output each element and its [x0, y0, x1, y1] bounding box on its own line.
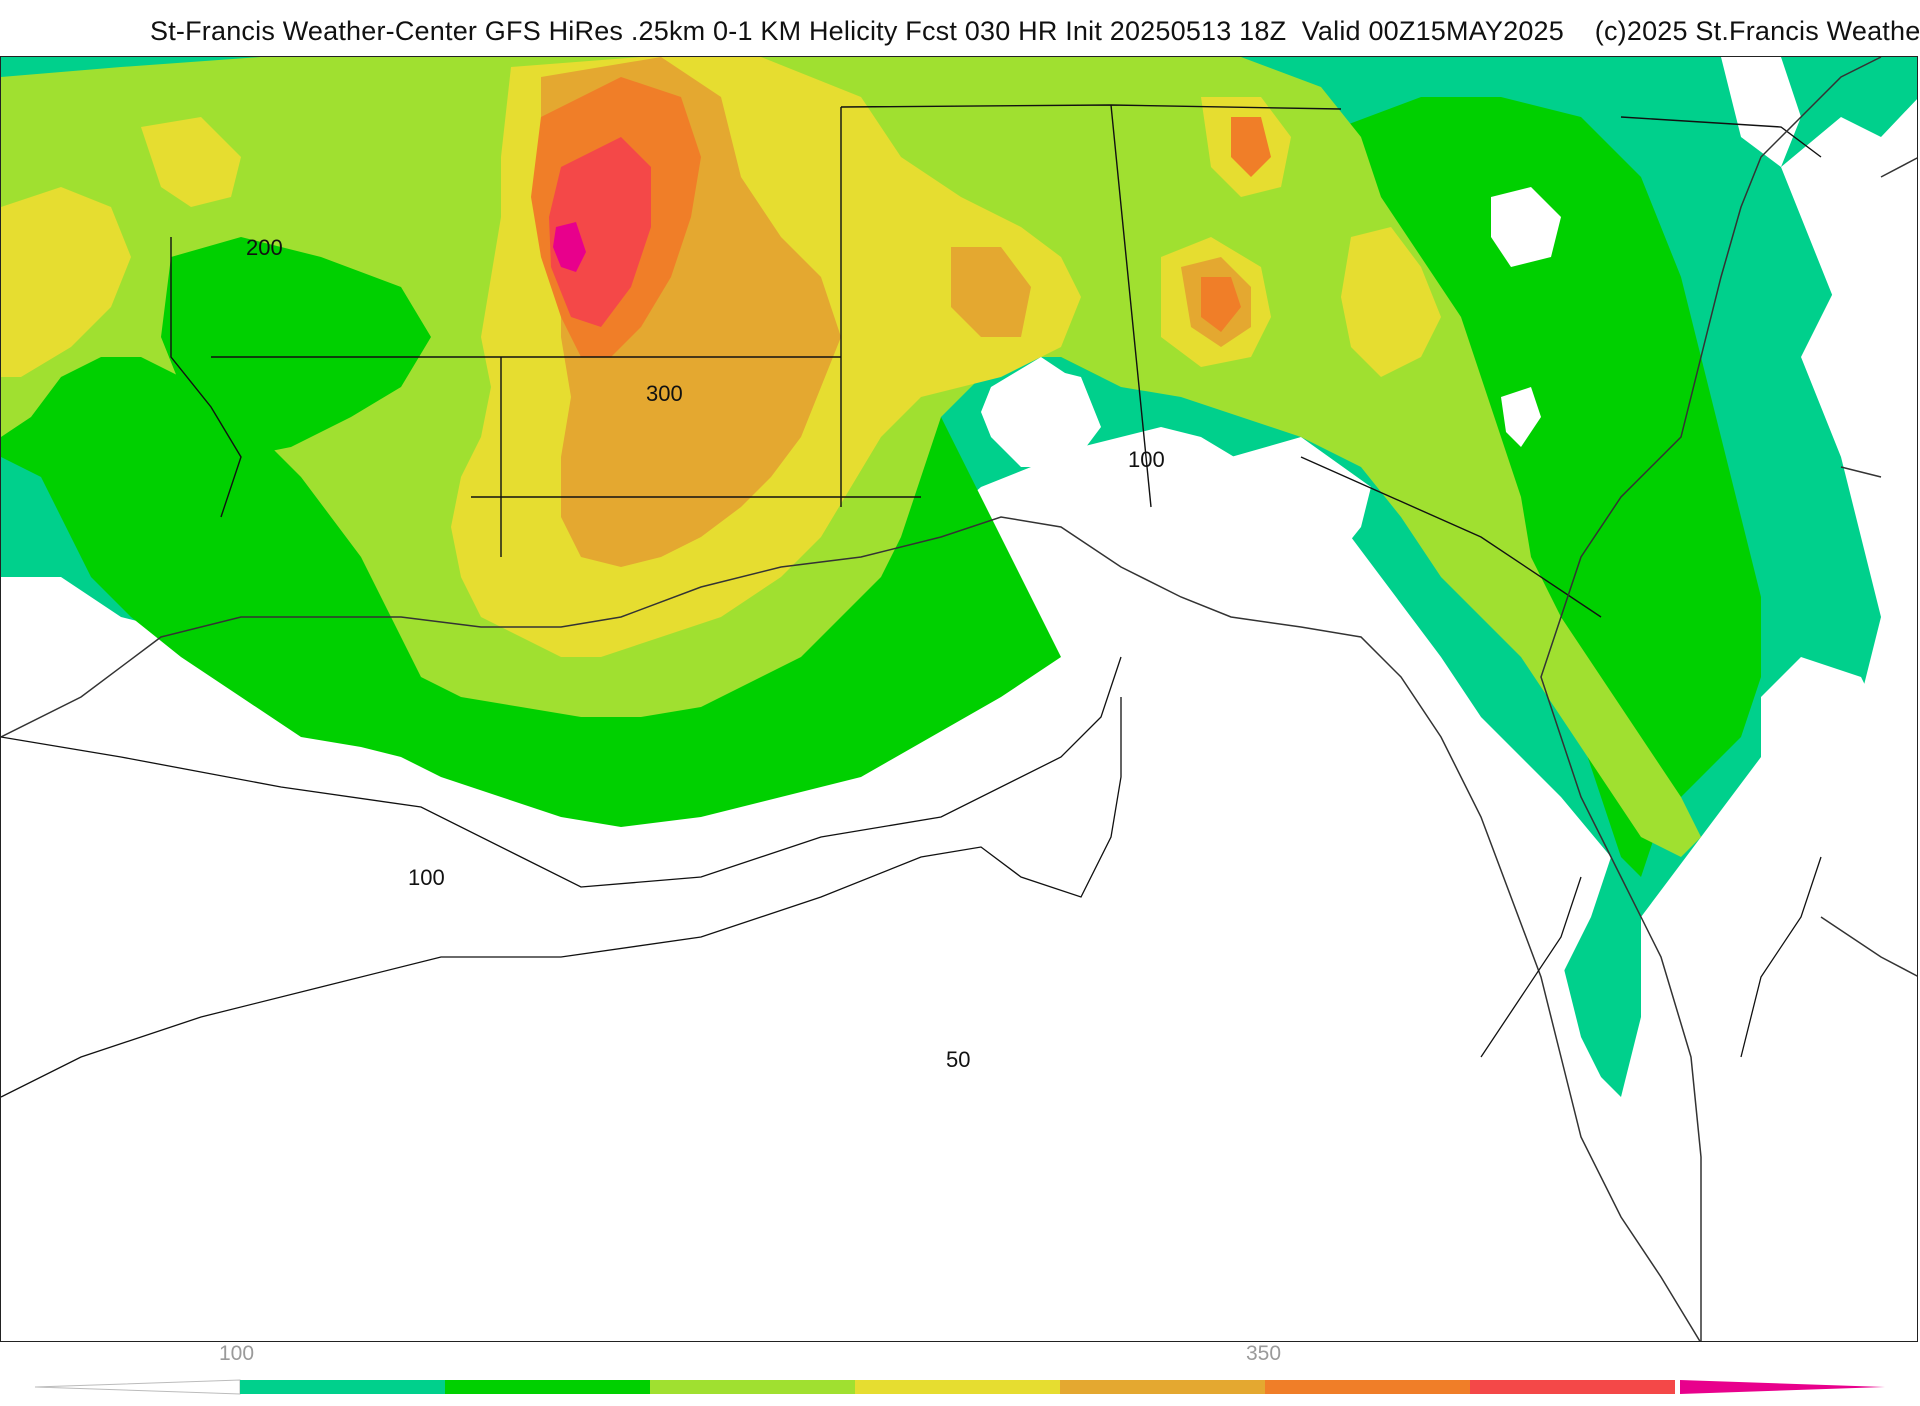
- contour-label-200: 200: [246, 235, 283, 260]
- legend-swatch: [240, 1380, 445, 1394]
- contour-label-300: 300: [646, 381, 683, 406]
- legend-swatch: [1265, 1380, 1470, 1394]
- legend-swatch: [1470, 1380, 1675, 1394]
- hole-sc-white: [1501, 387, 1541, 447]
- legend-swatch: [1060, 1380, 1265, 1394]
- band-150-200-texas: [161, 237, 431, 457]
- contour-label-100-gulf: 100: [408, 865, 445, 890]
- band-450-plus: [553, 222, 586, 272]
- legend-tick-350: 350: [1246, 1342, 1282, 1365]
- state-borders: [170, 104, 1822, 618]
- band-400-450: [549, 137, 651, 327]
- band-350-400-ga: [1201, 277, 1241, 332]
- helicity-map: 200 300 100 100 50: [0, 56, 1918, 1342]
- legend-swatch: [650, 1380, 855, 1394]
- contour-label-50: 50: [946, 1047, 970, 1072]
- coastline: [1, 57, 1917, 1341]
- hole-east-white: [1781, 99, 1917, 377]
- band-300-350-al: [951, 247, 1031, 337]
- legend-swatch: [445, 1380, 650, 1394]
- legend-high-arrow: [1680, 1380, 1885, 1394]
- contour-lines: [1, 656, 1822, 1098]
- map-canvas: 200 300 100 100 50: [1, 57, 1917, 1341]
- band-250-300-west: [141, 117, 241, 207]
- contour-label-100-east: 100: [1128, 447, 1165, 472]
- legend-low-arrow: [34, 1379, 241, 1395]
- legend-swatch: [855, 1380, 1060, 1394]
- band-below-100-inland: [1111, 437, 1701, 1341]
- hole-ne-white: [1721, 57, 1801, 167]
- legend-swatches: [240, 1380, 1675, 1394]
- band-250-300-tx: [1, 187, 131, 377]
- color-legend: 100 350: [0, 1342, 1920, 1400]
- legend-bar: [34, 1379, 1885, 1395]
- legend-tick-100: 100: [219, 1342, 255, 1365]
- hole-nc-white: [1491, 187, 1561, 267]
- band-250-300-sc: [1341, 227, 1441, 377]
- hole-atlantic-white: [1761, 657, 1901, 1057]
- band-350-400-va: [1231, 117, 1271, 177]
- map-title: St-Francis Weather-Center GFS HiRes .25k…: [150, 16, 1920, 46]
- hole-ar-white: [981, 357, 1071, 447]
